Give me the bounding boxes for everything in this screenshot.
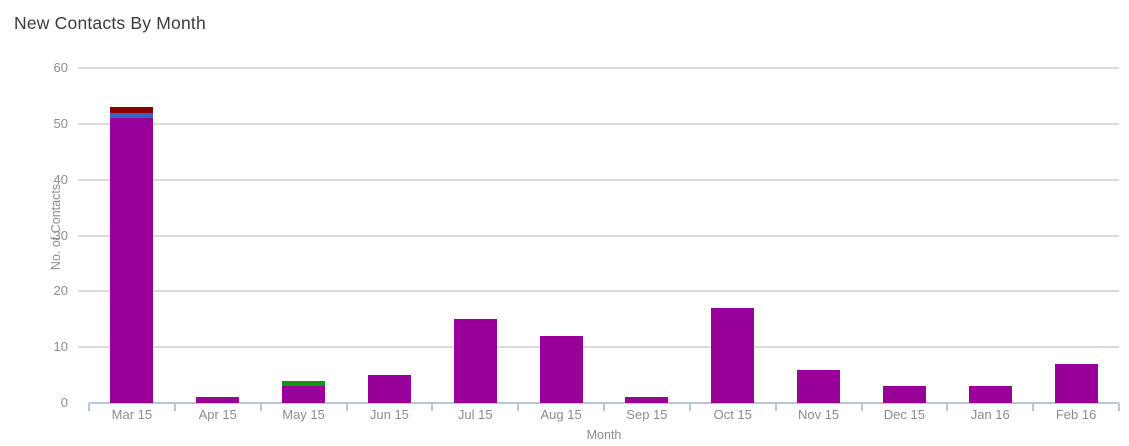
x-tick-label-jan-16: Jan 16 <box>970 407 1010 422</box>
x-tick-label-jul-15: Jul 15 <box>457 407 493 422</box>
bar-nov-15[interactable] <box>797 369 841 403</box>
x-tick-label-jun-15: Jun 15 <box>369 407 409 422</box>
bar-segment-purple-series-apr-15[interactable] <box>196 397 240 403</box>
bar-dec-15[interactable] <box>882 386 926 403</box>
bar-may-15[interactable] <box>282 380 326 403</box>
bar-segment-purple-series-may-15[interactable] <box>282 386 326 403</box>
bar-segment-dark-red-series-mar-15[interactable] <box>110 107 154 113</box>
y-tick-label-10: 10 <box>53 339 68 355</box>
plot-area <box>78 67 1120 411</box>
bar-segment-purple-series-aug-15[interactable] <box>539 336 583 403</box>
y-tick-label-50: 50 <box>53 115 68 131</box>
x-tick-label-aug-15: Aug 15 <box>540 407 582 422</box>
x-tick-label-oct-15: Oct 15 <box>713 407 752 422</box>
bar-jun-15[interactable] <box>367 375 411 403</box>
x-axis-tick <box>259 403 262 411</box>
y-axis-title: No. of Contacts <box>49 183 63 271</box>
bar-segment-purple-series-jan-16[interactable] <box>968 386 1012 403</box>
y-tick-label-0: 0 <box>60 395 68 410</box>
x-axis-tick <box>603 403 605 411</box>
y-tick-label-30: 30 <box>53 227 68 243</box>
bar-aug-15[interactable] <box>539 336 583 403</box>
bar-segment-purple-series-jul-15[interactable] <box>453 319 497 403</box>
bar-mar-15[interactable] <box>110 107 154 403</box>
x-axis-tick <box>688 403 691 411</box>
x-axis-tick <box>173 403 176 411</box>
x-axis-tick <box>774 403 777 411</box>
x-tick-label-nov-15: Nov 15 <box>797 407 840 422</box>
x-axis-tick <box>1032 403 1035 411</box>
x-tick-label-apr-15: Apr 15 <box>198 407 237 422</box>
x-axis-tick <box>431 403 434 411</box>
x-axis-tick <box>1118 403 1120 411</box>
gridline-20 <box>78 290 1119 293</box>
bar-segment-purple-series-jun-15[interactable] <box>367 375 411 403</box>
bar-feb-16[interactable] <box>1054 363 1098 403</box>
bar-segment-purple-series-sep-15[interactable] <box>625 397 669 403</box>
bar-jul-15[interactable] <box>453 319 497 403</box>
bar-segment-purple-series-oct-15[interactable] <box>711 308 755 403</box>
gridline-50 <box>78 122 1119 125</box>
chart-title: New Contacts By Month <box>14 13 206 33</box>
y-tick-label-40: 40 <box>53 171 68 187</box>
x-tick-label-may-15: May 15 <box>282 407 325 422</box>
bar-segment-purple-series-feb-16[interactable] <box>1054 363 1098 403</box>
x-axis-tick <box>946 403 949 411</box>
bar-segment-green-series-may-15[interactable] <box>282 380 326 387</box>
bar-jan-16[interactable] <box>968 386 1012 403</box>
bar-oct-15[interactable] <box>711 308 755 403</box>
y-tick-label-20: 20 <box>53 283 68 299</box>
x-axis-tick <box>517 403 520 411</box>
bar-sep-15[interactable] <box>625 397 669 403</box>
x-tick-label-feb-16: Feb 16 <box>1055 407 1097 422</box>
bar-segment-purple-series-mar-15[interactable] <box>110 118 154 403</box>
gridline-40 <box>78 178 1119 181</box>
x-tick-label-dec-15: Dec 15 <box>883 407 925 422</box>
bar-segment-purple-series-nov-15[interactable] <box>797 369 841 403</box>
x-axis-tick <box>860 403 863 411</box>
bar-segment-purple-series-dec-15[interactable] <box>882 386 926 403</box>
gridline-30 <box>78 234 1119 237</box>
y-tick-label-60: 60 <box>53 60 68 75</box>
bar-segment-blue-series-mar-15[interactable] <box>110 112 154 119</box>
gridline-60 <box>78 67 1119 69</box>
x-axis-tick <box>345 403 348 411</box>
x-tick-label-sep-15: Sep 15 <box>626 407 668 422</box>
x-tick-label-mar-15: Mar 15 <box>111 407 153 422</box>
gridline-10 <box>78 346 1119 349</box>
bar-apr-15[interactable] <box>196 397 240 403</box>
x-axis-tick <box>88 403 90 411</box>
x-axis-title: Month <box>586 428 622 442</box>
